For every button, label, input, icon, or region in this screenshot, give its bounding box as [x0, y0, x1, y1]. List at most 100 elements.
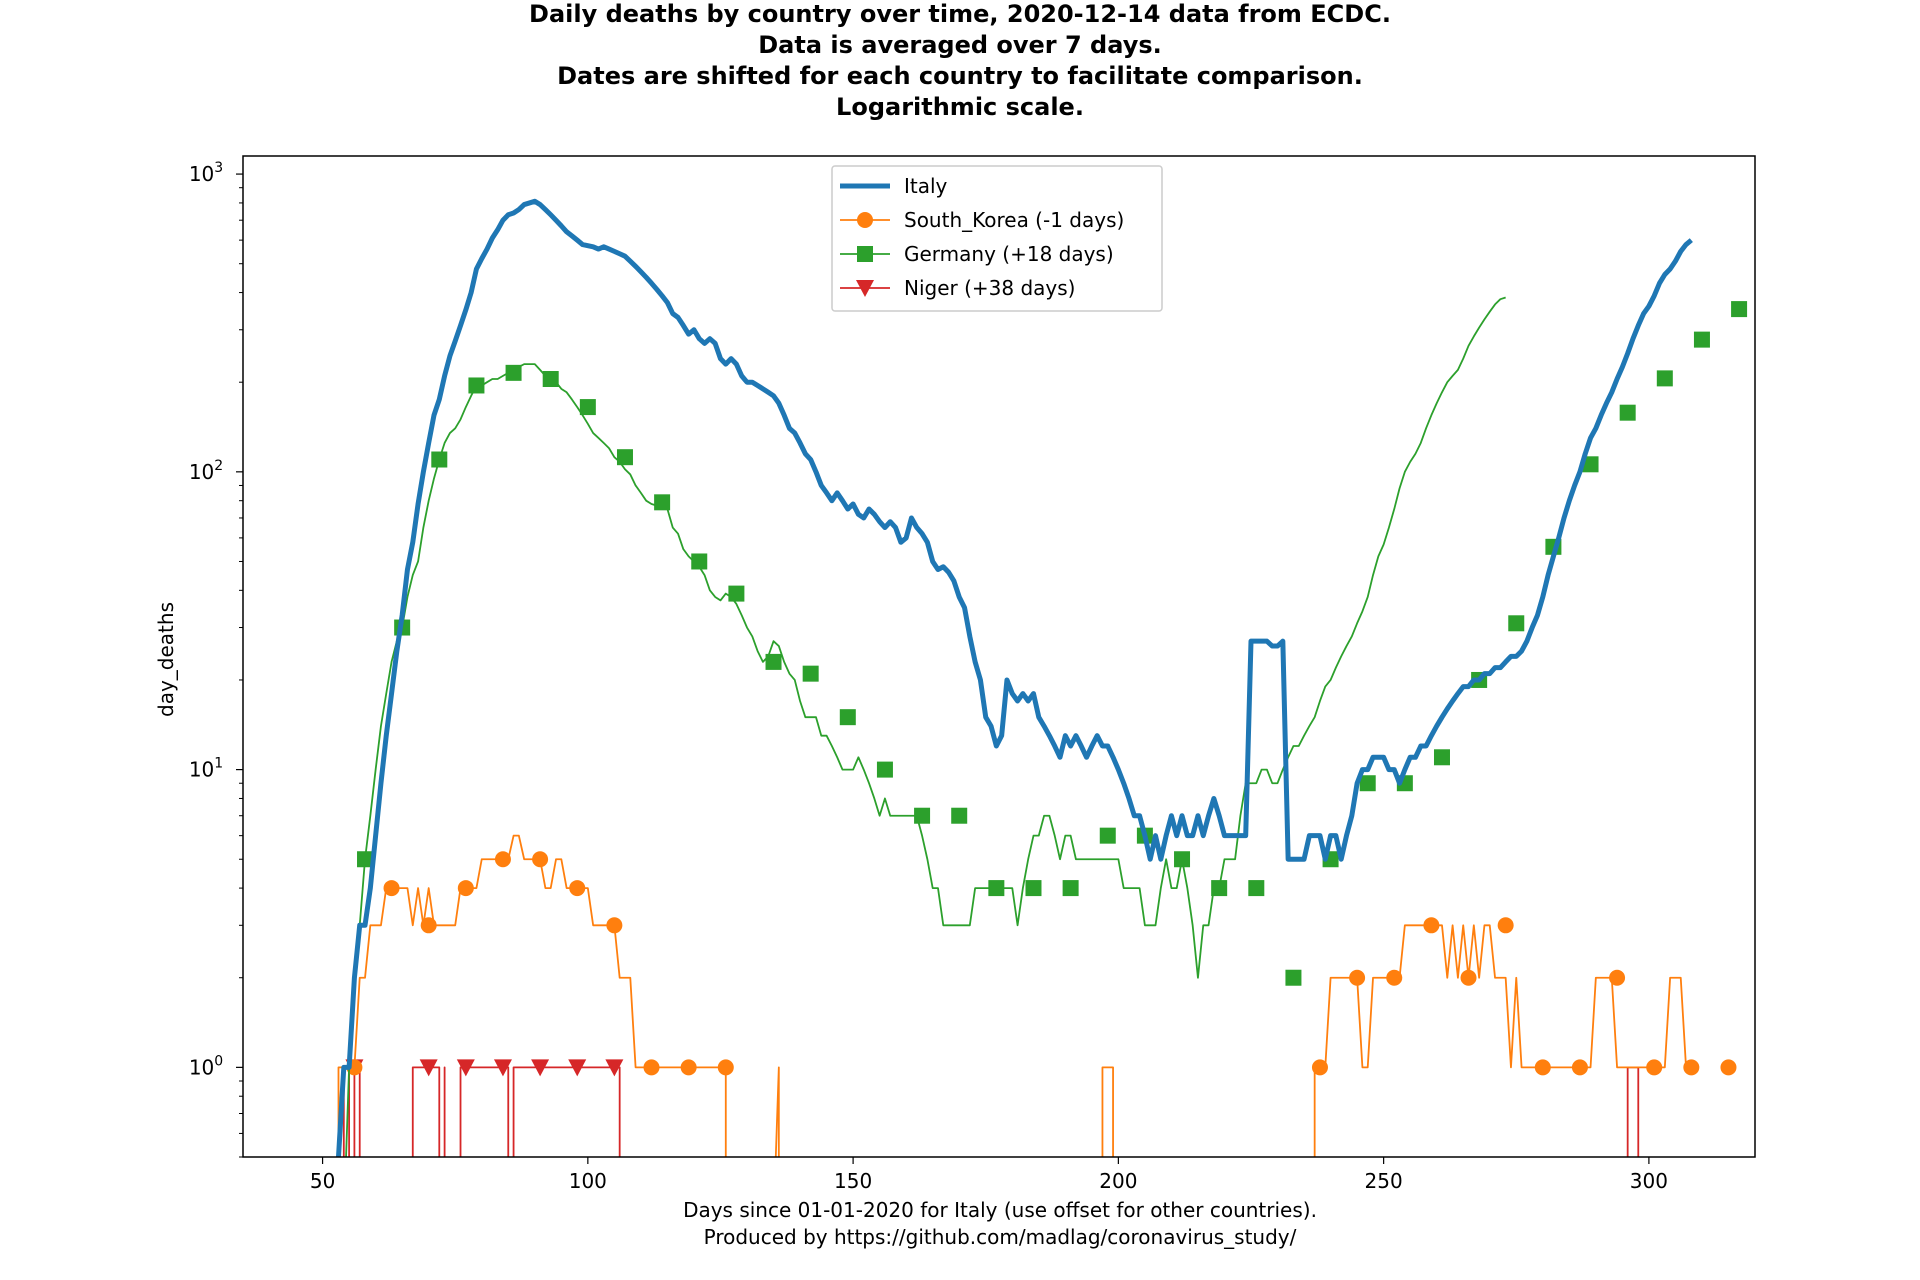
legend-label: Niger (+38 days)	[904, 276, 1075, 300]
data-point	[494, 851, 511, 868]
data-point	[1174, 851, 1191, 868]
data-point	[654, 494, 671, 511]
series-line	[342, 1066, 1640, 1157]
data-point	[1025, 880, 1042, 897]
data-point	[1534, 1059, 1551, 1076]
data-point	[1609, 969, 1626, 986]
data-point	[951, 807, 968, 824]
data-point	[839, 709, 856, 726]
x-axis-label: Days since 01-01-2020 for Italy (use off…	[683, 1198, 1317, 1222]
x-axis-label: Produced by https://github.com/madlag/co…	[704, 1225, 1297, 1249]
data-point	[568, 1059, 587, 1077]
data-point	[569, 880, 586, 897]
data-point	[728, 585, 745, 602]
data-point	[531, 1059, 550, 1077]
x-tick-label: 200	[1099, 1169, 1137, 1193]
legend-label: Italy	[904, 174, 948, 198]
x-tick-label: 300	[1630, 1169, 1668, 1193]
data-point	[383, 880, 400, 897]
series-line	[345, 296, 1506, 1157]
data-point	[802, 665, 819, 682]
series-0	[335, 198, 1693, 1157]
legend-item: Niger (+38 days)	[840, 276, 1075, 300]
y-tick-label: 101	[189, 756, 223, 782]
x-tick-label: 250	[1365, 1169, 1403, 1193]
data-point	[357, 851, 374, 868]
data-point	[1386, 969, 1403, 986]
legend-marker	[857, 212, 873, 228]
y-tick-label: 100	[189, 1053, 223, 1079]
data-point	[914, 807, 931, 824]
data-point	[468, 377, 485, 394]
data-point	[1062, 880, 1079, 897]
title-line: Daily deaths by country over time, 2020-…	[529, 0, 1391, 28]
data-point	[1211, 880, 1228, 897]
data-point	[431, 451, 448, 468]
data-point	[456, 1059, 475, 1077]
data-point	[765, 653, 782, 670]
axes: 50 100 150 200 250 300 100 101 102 103 Days since …	[154, 155, 1756, 1249]
legend-item: Italy	[840, 174, 948, 198]
data-point	[1099, 827, 1116, 844]
data-point	[457, 880, 474, 897]
data-point	[1311, 1059, 1328, 1076]
data-point	[876, 761, 893, 778]
data-point	[1582, 456, 1599, 473]
x-tick-label: 50	[310, 1169, 335, 1193]
data-point	[717, 1059, 734, 1076]
x-tick-label: 150	[834, 1169, 872, 1193]
x-tick-label: 100	[569, 1169, 607, 1193]
y-tick-label: 102	[189, 458, 223, 484]
data-point	[1423, 917, 1440, 934]
data-point	[691, 553, 708, 570]
data-point	[1646, 1059, 1663, 1076]
legend-label: Germany (+18 days)	[904, 242, 1114, 266]
data-point	[579, 399, 596, 416]
data-point	[1349, 969, 1366, 986]
data-point	[605, 1059, 624, 1077]
data-point	[1359, 775, 1376, 792]
data-point	[1693, 331, 1710, 348]
title-line: Data is averaged over 7 days.	[758, 31, 1162, 59]
data-point	[1720, 1059, 1737, 1076]
chart-title: Daily deaths by country over time, 2020-…	[529, 0, 1391, 121]
plot-background	[243, 156, 1755, 1157]
legend-label: South_Korea (-1 days)	[904, 208, 1124, 232]
legend-marker	[857, 246, 873, 262]
title-line: Dates are shifted for each country to fa…	[557, 62, 1363, 90]
series-1	[337, 834, 1737, 1157]
plot-area	[243, 156, 1755, 1157]
title-line: Logarithmic scale.	[836, 93, 1084, 121]
plot-frame	[242, 155, 1756, 1158]
data-point	[1656, 370, 1673, 387]
data-point	[419, 1059, 438, 1077]
data-point	[1508, 615, 1525, 632]
data-point	[505, 364, 522, 381]
legend-box	[831, 165, 1163, 312]
data-point	[420, 917, 437, 934]
data-point	[493, 1059, 512, 1077]
y-tick-label: 103	[189, 160, 223, 186]
legend-marker	[856, 280, 874, 297]
data-point	[1731, 301, 1748, 318]
data-point	[643, 1059, 660, 1076]
legend-item: South_Korea (-1 days)	[840, 208, 1124, 232]
data-point	[1683, 1059, 1700, 1076]
data-point	[1619, 404, 1636, 421]
data-point	[606, 917, 623, 934]
data-point	[988, 880, 1005, 897]
data-point	[532, 851, 549, 868]
data-point	[1497, 917, 1514, 934]
series-line	[335, 198, 1693, 1157]
data-point	[1433, 749, 1450, 766]
legend-item: Germany (+18 days)	[840, 242, 1114, 266]
data-point	[1460, 969, 1477, 986]
series-line	[337, 834, 1692, 1157]
data-point	[616, 449, 633, 466]
data-point	[1248, 880, 1265, 897]
data-point	[1285, 969, 1302, 986]
data-point	[1571, 1059, 1588, 1076]
y-axis-label: day_deaths	[154, 602, 178, 717]
legend: Italy South_Korea (-1 days) Germany (+18 d…	[831, 165, 1163, 312]
